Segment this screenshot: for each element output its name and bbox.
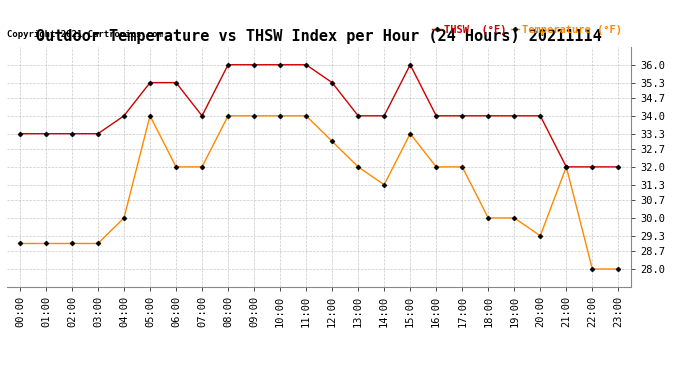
Temperature (°F) — [198, 165, 206, 169]
THSW  (°F) — [120, 114, 128, 118]
THSW  (°F) — [380, 114, 388, 118]
THSW  (°F) — [42, 131, 50, 136]
THSW  (°F) — [276, 63, 284, 67]
THSW  (°F) — [484, 114, 493, 118]
THSW  (°F) — [328, 80, 336, 85]
THSW  (°F) — [16, 131, 24, 136]
THSW  (°F) — [172, 80, 180, 85]
THSW  (°F) — [146, 80, 154, 85]
Temperature (°F) — [94, 241, 102, 246]
THSW  (°F) — [614, 165, 622, 169]
Temperature (°F) — [354, 165, 362, 169]
THSW  (°F) — [302, 63, 311, 67]
Title: Outdoor Temperature vs THSW Index per Hour (24 Hours) 20211114: Outdoor Temperature vs THSW Index per Ho… — [37, 29, 602, 44]
THSW  (°F) — [588, 165, 596, 169]
Temperature (°F) — [276, 114, 284, 118]
THSW  (°F) — [562, 165, 571, 169]
Temperature (°F) — [224, 114, 233, 118]
Temperature (°F) — [406, 131, 414, 136]
Temperature (°F) — [328, 139, 336, 144]
THSW  (°F) — [536, 114, 544, 118]
Line: THSW  (°F): THSW (°F) — [18, 63, 620, 169]
Temperature (°F) — [588, 267, 596, 271]
Temperature (°F) — [16, 241, 24, 246]
Temperature (°F) — [42, 241, 50, 246]
THSW  (°F) — [406, 63, 414, 67]
Temperature (°F) — [172, 165, 180, 169]
THSW  (°F) — [250, 63, 258, 67]
THSW  (°F) — [198, 114, 206, 118]
Temperature (°F) — [380, 183, 388, 187]
Temperature (°F) — [484, 216, 493, 220]
Legend: THSW  (°F), Temperature (°F): THSW (°F), Temperature (°F) — [428, 21, 626, 39]
Temperature (°F) — [146, 114, 154, 118]
THSW  (°F) — [432, 114, 440, 118]
Temperature (°F) — [250, 114, 258, 118]
Temperature (°F) — [68, 241, 76, 246]
THSW  (°F) — [354, 114, 362, 118]
Temperature (°F) — [432, 165, 440, 169]
Temperature (°F) — [614, 267, 622, 271]
Temperature (°F) — [562, 165, 571, 169]
THSW  (°F) — [458, 114, 466, 118]
THSW  (°F) — [224, 63, 233, 67]
Text: Copyright 2021 Cartronics.com: Copyright 2021 Cartronics.com — [7, 30, 163, 39]
Temperature (°F) — [120, 216, 128, 220]
Temperature (°F) — [510, 216, 518, 220]
THSW  (°F) — [94, 131, 102, 136]
Temperature (°F) — [536, 234, 544, 238]
Temperature (°F) — [302, 114, 311, 118]
THSW  (°F) — [510, 114, 518, 118]
Line: Temperature (°F): Temperature (°F) — [18, 114, 620, 271]
THSW  (°F) — [68, 131, 76, 136]
Temperature (°F) — [458, 165, 466, 169]
